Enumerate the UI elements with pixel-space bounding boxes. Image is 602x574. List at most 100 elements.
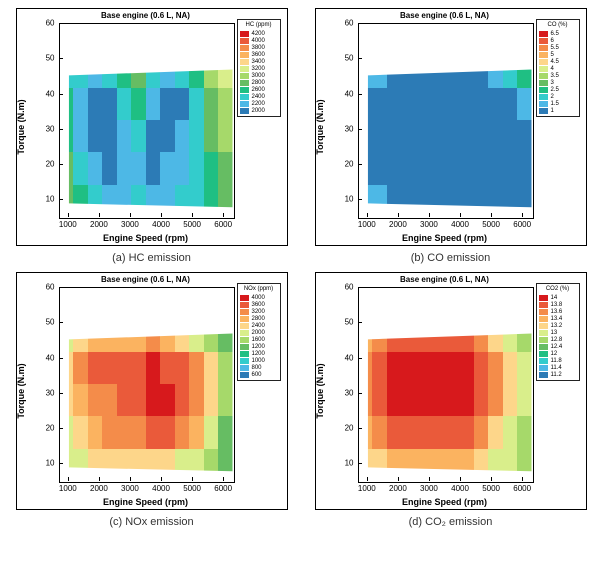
legend-value: 3600 [252,302,278,308]
legend-entry: 3000 [240,72,278,79]
legend-value: 1 [551,108,577,114]
panel-caption: (d) CO₂ emission [409,516,493,528]
y-tick-label: 10 [37,459,55,468]
legend-value: 6.5 [551,31,577,37]
legend-value: 3200 [252,309,278,315]
legend-swatch [240,365,249,371]
legend-entry: 13.4 [539,315,577,322]
legend-value: 2400 [252,94,278,100]
x-tick-label: 4000 [451,220,469,229]
legend-entry: 2800 [240,79,278,86]
legend-swatch [539,59,548,65]
chartbox: Base engine (0.6 L, NA)10203040506010002… [16,272,288,510]
legend-swatch [539,365,548,371]
legend-entry: 14 [539,294,577,301]
x-tick-label: 1000 [358,484,376,493]
legend-entry: 4000 [240,294,278,301]
legend-swatch [240,372,249,378]
legend-entry: 1200 [240,343,278,350]
legend-value: 4.5 [551,59,577,65]
legend-swatch [539,101,548,107]
x-tick-label: 2000 [389,484,407,493]
legend-value: 11.2 [551,372,577,378]
legend-swatch [240,66,249,72]
legend-value: 600 [252,372,278,378]
y-tick-label: 50 [37,318,55,327]
legend-swatch [539,108,548,114]
y-tick-label: 10 [336,195,354,204]
legend-value: 2200 [252,101,278,107]
legend-entry: 4200 [240,30,278,37]
legend-swatch [240,344,249,350]
legend-swatch [240,45,249,51]
x-tick-label: 3000 [420,220,438,229]
chart-subtitle: Base engine (0.6 L, NA) [358,275,532,284]
legend-swatch [240,59,249,65]
y-tick-label: 40 [37,353,55,362]
legend-value: 12 [551,351,577,357]
legend-swatch [539,316,548,322]
legend: HC (ppm)42004000380036003400320030002800… [237,19,281,117]
legend-swatch [539,302,548,308]
legend-swatch [539,38,548,44]
legend-entry: 3600 [240,301,278,308]
x-tick-label: 6000 [513,484,531,493]
x-tick-label: 3000 [420,484,438,493]
x-tick-label: 2000 [90,220,108,229]
y-axis-label: Torque (N.m) [16,72,26,127]
x-tick-label: 2000 [389,220,407,229]
x-tick-label: 4000 [451,484,469,493]
legend-swatch [240,38,249,44]
legend-entry: 5 [539,51,577,58]
legend-value: 2800 [252,316,278,322]
legend-value: 3200 [252,66,278,72]
chart-subtitle: Base engine (0.6 L, NA) [59,11,233,20]
x-tick-label: 4000 [152,484,170,493]
legend-value: 2000 [252,330,278,336]
y-tick-label: 10 [37,195,55,204]
y-axis-label: Torque (N.m) [315,336,325,391]
x-tick-label: 6000 [214,484,232,493]
legend-value: 800 [252,365,278,371]
legend-swatch [539,45,548,51]
legend-swatch [240,316,249,322]
y-tick-label: 30 [336,124,354,133]
legend-swatch [539,330,548,336]
y-tick-label: 30 [336,388,354,397]
panel-d: Base engine (0.6 L, NA) 10203040506010002… [315,272,587,528]
legend-title: NOx (ppm) [240,286,278,292]
legend-swatch [539,295,548,301]
legend-entry: 3200 [240,65,278,72]
legend-entry: 12.8 [539,336,577,343]
legend-title: CO2 (%) [539,286,577,292]
legend-swatch [539,372,548,378]
legend-value: 3000 [252,73,278,79]
legend-swatch [539,323,548,329]
panel-a: Base engine (0.6 L, NA)10203040506010002… [16,8,288,264]
y-axis-label: Torque (N.m) [16,336,26,391]
legend-swatch [539,94,548,100]
y-tick-label: 20 [336,160,354,169]
x-tick-label: 5000 [183,484,201,493]
legend-value: 4200 [252,31,278,37]
legend-entry: 3 [539,79,577,86]
x-tick-label: 6000 [214,220,232,229]
legend-value: 1000 [252,358,278,364]
legend-value: 5 [551,52,577,58]
legend-value: 5.5 [551,45,577,51]
legend-swatch [240,101,249,107]
legend-entry: 3800 [240,44,278,51]
legend-entry: 2400 [240,93,278,100]
plot-area: 102030405060100020003000400050006000 [358,287,532,481]
legend-entry: 2.5 [539,86,577,93]
legend-entry: 13.2 [539,322,577,329]
legend-entry: 2000 [240,107,278,114]
y-tick-label: 60 [336,283,354,292]
legend-entry: 4000 [240,37,278,44]
x-tick-label: 5000 [482,484,500,493]
legend-value: 13.8 [551,302,577,308]
legend-entry: 1000 [240,357,278,364]
legend-swatch [240,323,249,329]
legend-entry: 11.4 [539,364,577,371]
legend-value: 4 [551,66,577,72]
